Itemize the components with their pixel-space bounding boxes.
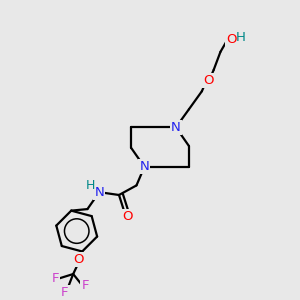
Text: H: H (86, 178, 95, 192)
Text: F: F (61, 286, 68, 298)
Text: N: N (140, 160, 149, 173)
Text: H: H (236, 31, 246, 44)
Text: O: O (74, 253, 84, 266)
Text: O: O (226, 33, 237, 46)
Text: O: O (203, 74, 213, 87)
Text: F: F (52, 272, 59, 285)
Text: O: O (122, 211, 133, 224)
Text: N: N (171, 121, 181, 134)
Text: F: F (82, 279, 89, 292)
Text: N: N (94, 186, 104, 199)
